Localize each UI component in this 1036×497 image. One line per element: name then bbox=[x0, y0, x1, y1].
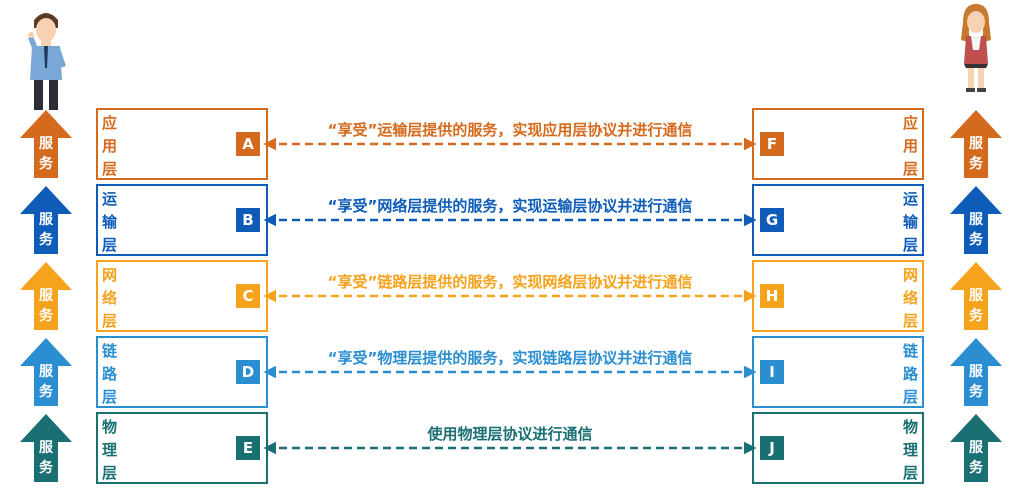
left-transport-layer: 运输层 B bbox=[96, 184, 268, 256]
connection-label: “享受”物理层提供的服务，实现链路层协议并进行通信 bbox=[327, 349, 693, 367]
service-label: 服务 bbox=[969, 136, 983, 172]
layer-name: 物理层 bbox=[102, 418, 118, 482]
layer-name: 应用层 bbox=[102, 114, 118, 178]
connection-label: “享受”网络层提供的服务，实现运输层协议并进行通信 bbox=[327, 197, 693, 215]
connection-label: 使用物理层协议进行通信 bbox=[427, 425, 593, 443]
service-label: 服务 bbox=[39, 136, 53, 172]
service-label: 服务 bbox=[969, 440, 983, 476]
node-label: J bbox=[760, 436, 784, 460]
service-arrow: 服务 bbox=[20, 186, 72, 254]
node-label: I bbox=[760, 360, 784, 384]
right-link-layer: 链路层 I bbox=[752, 336, 924, 408]
service-label: 服务 bbox=[969, 288, 983, 324]
node-label: C bbox=[236, 284, 260, 308]
woman-icon bbox=[961, 4, 991, 92]
node-label: A bbox=[236, 132, 260, 156]
node-label: B bbox=[236, 208, 260, 232]
node-label: H bbox=[760, 284, 784, 308]
layer-name: 链路层 bbox=[102, 342, 118, 406]
layer-name: 应用层 bbox=[902, 114, 918, 178]
right-application-layer: 应用层 F bbox=[752, 108, 924, 180]
man-icon bbox=[28, 13, 66, 110]
service-label: 服务 bbox=[969, 364, 983, 400]
layer-name: 物理层 bbox=[902, 418, 918, 482]
service-label: 服务 bbox=[969, 212, 983, 248]
node-label: D bbox=[236, 360, 260, 384]
connection-label: “享受”运输层提供的服务，实现应用层协议并进行通信 bbox=[327, 121, 693, 139]
node-label: G bbox=[760, 208, 784, 232]
service-arrow: 服务 bbox=[20, 338, 72, 406]
service-arrow: 服务 bbox=[950, 186, 1002, 254]
service-arrow: 服务 bbox=[950, 414, 1002, 482]
right-network-layer: 网络层 H bbox=[752, 260, 924, 332]
service-label: 服务 bbox=[39, 364, 53, 400]
left-application-layer: 应用层 A bbox=[96, 108, 268, 180]
service-arrow: 服务 bbox=[950, 338, 1002, 406]
node-label: E bbox=[236, 436, 260, 460]
service-label: 服务 bbox=[39, 288, 53, 324]
service-arrow: 服务 bbox=[20, 414, 72, 482]
service-label: 服务 bbox=[39, 212, 53, 248]
service-label: 服务 bbox=[39, 440, 53, 476]
service-arrow: 服务 bbox=[20, 262, 72, 330]
layer-name: 网络层 bbox=[102, 266, 118, 330]
right-transport-layer: 运输层 G bbox=[752, 184, 924, 256]
layer-name: 运输层 bbox=[102, 190, 118, 254]
service-arrow: 服务 bbox=[950, 262, 1002, 330]
left-physical-layer: 物理层 E bbox=[96, 412, 268, 484]
layer-name: 链路层 bbox=[902, 342, 918, 406]
layer-name: 运输层 bbox=[902, 190, 918, 254]
connection-label: “享受”链路层提供的服务，实现网络层协议并进行通信 bbox=[327, 273, 693, 291]
left-link-layer: 链路层 D bbox=[96, 336, 268, 408]
left-network-layer: 网络层 C bbox=[96, 260, 268, 332]
service-arrow: 服务 bbox=[950, 110, 1002, 178]
service-arrow: 服务 bbox=[20, 110, 72, 178]
layer-name: 网络层 bbox=[902, 266, 918, 330]
node-label: F bbox=[760, 132, 784, 156]
